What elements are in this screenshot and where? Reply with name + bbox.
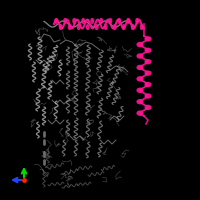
Ellipse shape [95,24,99,30]
Ellipse shape [144,105,152,110]
Ellipse shape [144,70,152,76]
Ellipse shape [86,24,90,30]
Ellipse shape [72,18,76,24]
Ellipse shape [136,65,144,70]
Ellipse shape [136,76,144,82]
Ellipse shape [68,24,72,30]
Ellipse shape [136,110,144,116]
Ellipse shape [54,18,58,24]
Ellipse shape [135,18,139,24]
Ellipse shape [108,18,112,24]
Ellipse shape [126,18,130,24]
Ellipse shape [77,24,81,30]
Ellipse shape [117,18,121,24]
Ellipse shape [122,24,126,30]
Ellipse shape [90,18,94,24]
Ellipse shape [136,53,144,59]
Ellipse shape [131,24,135,30]
Ellipse shape [144,36,152,42]
Ellipse shape [113,24,117,30]
Ellipse shape [144,48,152,53]
Ellipse shape [136,88,144,93]
Ellipse shape [144,93,152,99]
Ellipse shape [99,18,103,24]
Ellipse shape [59,24,63,30]
Ellipse shape [136,42,144,47]
Ellipse shape [81,18,85,24]
Ellipse shape [104,24,108,30]
Ellipse shape [63,18,67,24]
Ellipse shape [136,99,144,104]
Ellipse shape [144,82,152,87]
Ellipse shape [140,24,144,30]
Ellipse shape [144,59,152,64]
